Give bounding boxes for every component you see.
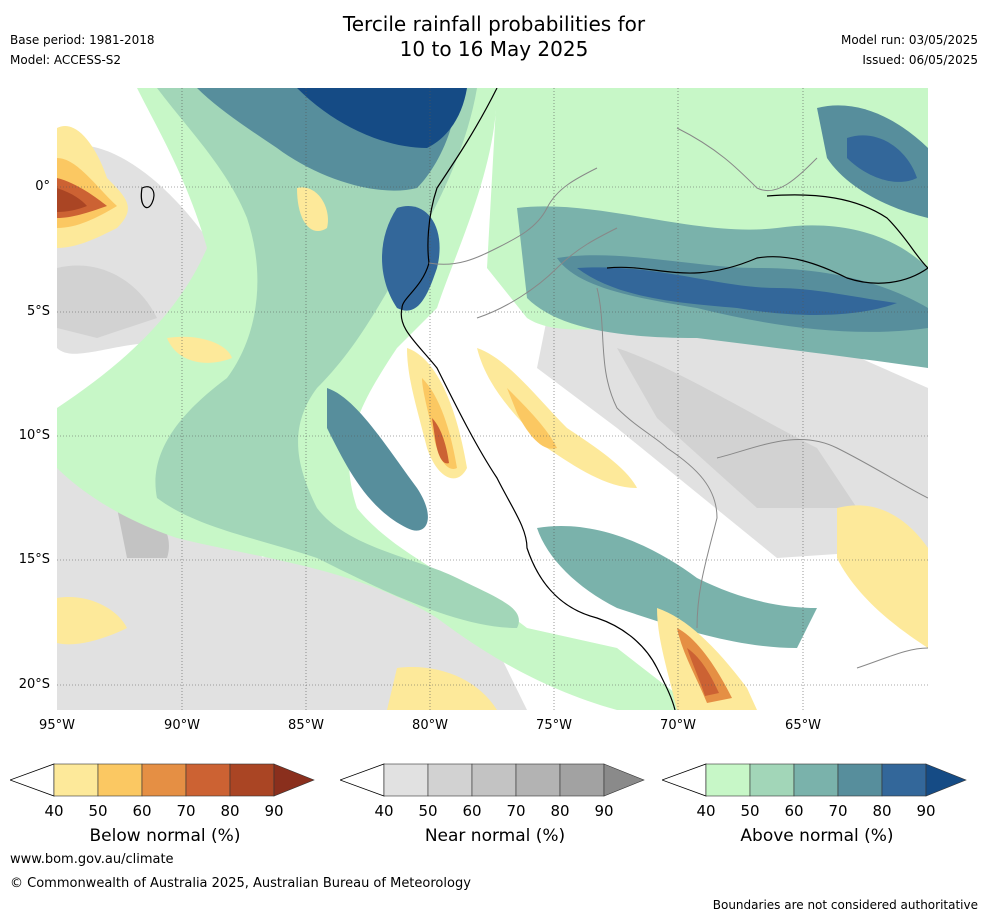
meta-right: Model run: 03/05/2025 Issued: 06/05/2025 [841,30,978,70]
legend-above: 40 50 60 70 80 90 Above normal (%) [660,762,972,846]
lat-label-10s: 10°S [18,428,50,443]
legend-near-tick-80: 80 [550,802,570,820]
legend-below-title: Below normal (%) [89,826,241,846]
lat-label-5s: 5°S [26,304,50,319]
legend-below-bar [8,763,315,797]
legend-below-swatch-0 [53,763,99,797]
footer-url[interactable]: www.bom.gov.au/climate [10,852,174,867]
legend-above-tick-60: 60 [784,802,804,820]
legend-near-title: Near normal (%) [424,826,566,846]
lon-label-95w: 95°W [39,718,75,733]
copyright: © Commonwealth of Australia 2025, Austra… [10,876,471,891]
lon-label-75w: 75°W [536,718,572,733]
lon-label-70w: 70°W [660,718,696,733]
country-borders [428,127,928,669]
lon-label-65w: 65°W [785,718,821,733]
issued-date: Issued: 06/05/2025 [862,53,978,67]
legend-below-tick-50: 50 [88,802,108,820]
disclaimer: Boundaries are not considered authoritat… [712,898,978,912]
lon-label-85w: 85°W [288,718,324,733]
legend-above-title: Above normal (%) [740,826,894,846]
lat-label-20s: 20°S [18,677,50,692]
below-normal-areas [57,126,928,710]
model-run: Model run: 03/05/2025 [840,33,978,47]
legend-above-swatch-4 [881,763,927,797]
legend-above-extend [925,763,967,797]
legend-near-swatch-4 [559,763,605,797]
legend-below-tick-40: 40 [44,802,64,820]
legend-near-tick-90: 90 [594,802,614,820]
legend-above-swatch-3 [837,763,883,797]
lon-label-80w: 80°W [412,718,448,733]
model-name: Model: ACCESS-S2 [10,53,122,67]
legend-near-swatch-1 [427,763,473,797]
base-period: Base period: 1981-2018 [10,33,155,47]
legend-below-swatch-3 [185,763,231,797]
legend-near-bar [338,763,645,797]
legend-above-tick-90: 90 [916,802,936,820]
map-svg [57,88,928,710]
legend-below-swatch-2 [141,763,187,797]
legend-above-tick-40: 40 [696,802,716,820]
legend-below-tick-80: 80 [220,802,240,820]
legend-below-tick-90: 90 [264,802,284,820]
legend-near: 40 50 60 70 80 90 Near normal (%) [338,762,650,846]
lon-label-90w: 90°W [164,718,200,733]
legend-near-tick-50: 50 [418,802,438,820]
legend-below-extend [273,763,315,797]
map-title: Tercile rainfall probabilities for 10 to… [0,12,988,62]
meta-left: Base period: 1981-2018 Model: ACCESS-S2 [10,30,155,70]
legend-above-swatch-2 [793,763,839,797]
lat-label-0: 0° [35,179,50,194]
legend-below-tick-60: 60 [132,802,152,820]
legend-near-swatch-3 [515,763,561,797]
legend-above-tick-50: 50 [740,802,760,820]
legend-near-tick-40: 40 [374,802,394,820]
legend-near-swatch-2 [471,763,517,797]
legend-above-swatch-0 [705,763,751,797]
legend-below-tick-70: 70 [176,802,196,820]
legend-near-tick-60: 60 [462,802,482,820]
legend-below-swatch-4 [229,763,275,797]
legend-near-tick-70: 70 [506,802,526,820]
legend-above-swatch-1 [749,763,795,797]
legend-above-bar [660,763,967,797]
lat-label-15s: 15°S [18,552,50,567]
coastline [140,88,928,710]
legend-near-extend [603,763,645,797]
legend-near-swatch-0 [383,763,429,797]
legend-above-tick-70: 70 [828,802,848,820]
legend-below-swatch-1 [97,763,143,797]
title-line-1: Tercile rainfall probabilities for [342,12,646,36]
above-normal-areas [57,88,928,710]
title-line-2: 10 to 16 May 2025 [399,37,589,61]
legend-below: 40 50 60 70 80 90 Below normal (%) [8,762,320,846]
legend-above-tick-80: 80 [872,802,892,820]
probability-map [57,88,928,710]
